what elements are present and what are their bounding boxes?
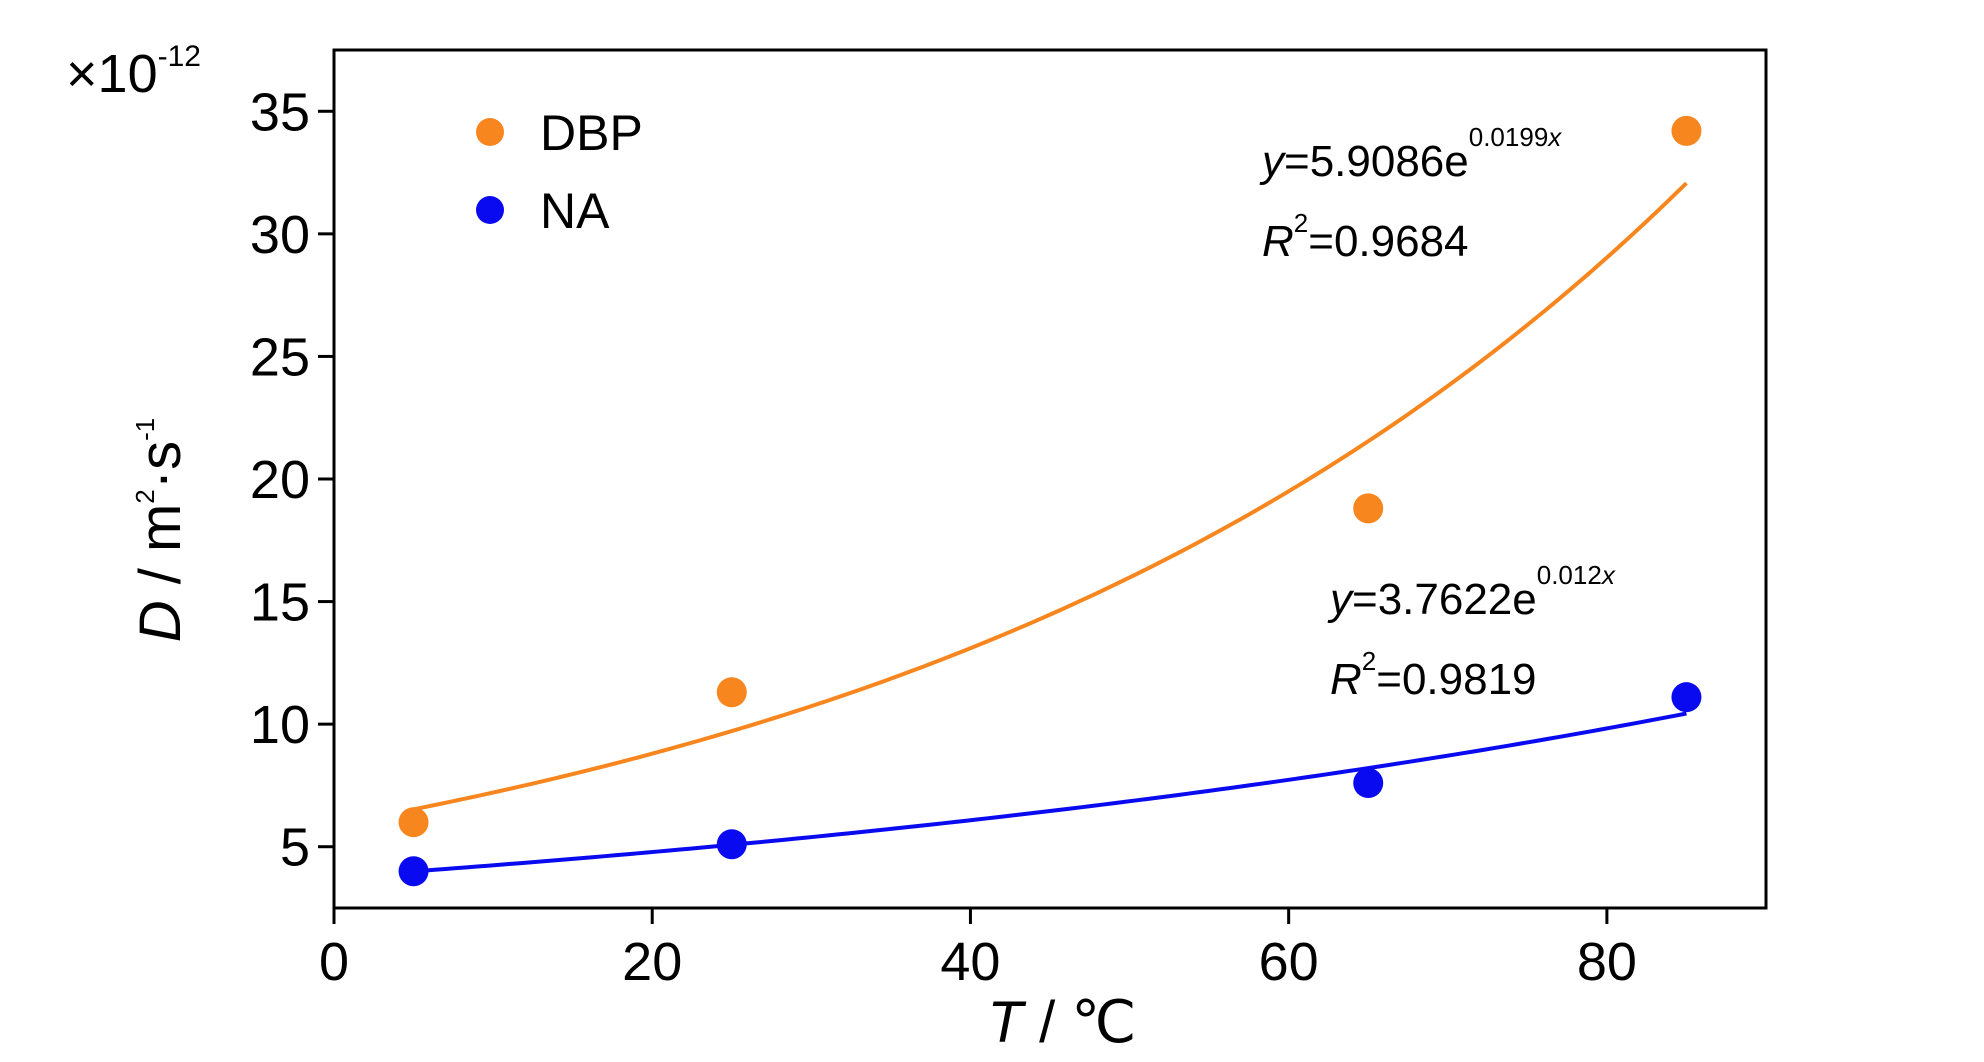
y-scale-factor: ×10-12 [66, 40, 201, 104]
equation-na-r2: R2=0.9819 [1330, 646, 1537, 704]
x-tick-label: 80 [1577, 932, 1637, 992]
y-tick-label: 25 [250, 327, 310, 387]
fit-curve-dbp [413, 181, 1688, 812]
data-point-na [398, 856, 429, 887]
y-axis-title: D / m2·s-1 [128, 418, 193, 642]
x-tick-label: 40 [940, 932, 1000, 992]
y-tick-label: 15 [250, 573, 310, 633]
data-point-dbp [716, 677, 747, 708]
x-axis-title: T / ℃ [988, 990, 1137, 1055]
x-tick-label: 0 [319, 932, 349, 992]
legend-label-na: NA [540, 183, 610, 239]
legend-marker-na [476, 196, 504, 224]
fit-curves [413, 181, 1688, 874]
data-point-dbp [1353, 493, 1384, 524]
data-point-na [1353, 767, 1384, 798]
equation-dbp: y=5.9086e0.0199x R2=0.9684 [1259, 122, 1562, 266]
equation-na: y=3.7622e0.012x R2=0.9819 [1327, 560, 1616, 704]
data-point-na [1671, 682, 1702, 713]
legend-label-dbp: DBP [540, 105, 643, 161]
y-tick-label: 5 [280, 818, 310, 878]
y-tick-label: 20 [250, 450, 310, 510]
y-tick-label: 35 [250, 82, 310, 142]
legend: DBP NA [476, 105, 643, 239]
y-scale-prefix: ×10 [66, 44, 158, 104]
equation-dbp-r2: R2=0.9684 [1262, 208, 1469, 266]
y-scale-exponent: -12 [158, 40, 201, 73]
fit-curve-na [413, 711, 1687, 874]
y-tick-label: 10 [250, 695, 310, 755]
y-tick-label: 30 [250, 205, 310, 265]
equation-dbp-fit: y=5.9086e0.0199x [1259, 122, 1562, 186]
legend-marker-dbp [476, 118, 504, 146]
data-points [398, 115, 1702, 887]
x-tick-label: 60 [1259, 932, 1319, 992]
y-axis-ticks: 5 10 15 20 25 30 35 [250, 82, 334, 878]
data-point-dbp [398, 807, 429, 838]
equation-na-fit: y=3.7622e0.012x [1327, 560, 1616, 624]
data-point-dbp [1671, 115, 1702, 146]
x-tick-label: 20 [622, 932, 682, 992]
data-point-na [716, 829, 747, 860]
x-axis-ticks: 0 20 40 60 80 [319, 908, 1637, 992]
